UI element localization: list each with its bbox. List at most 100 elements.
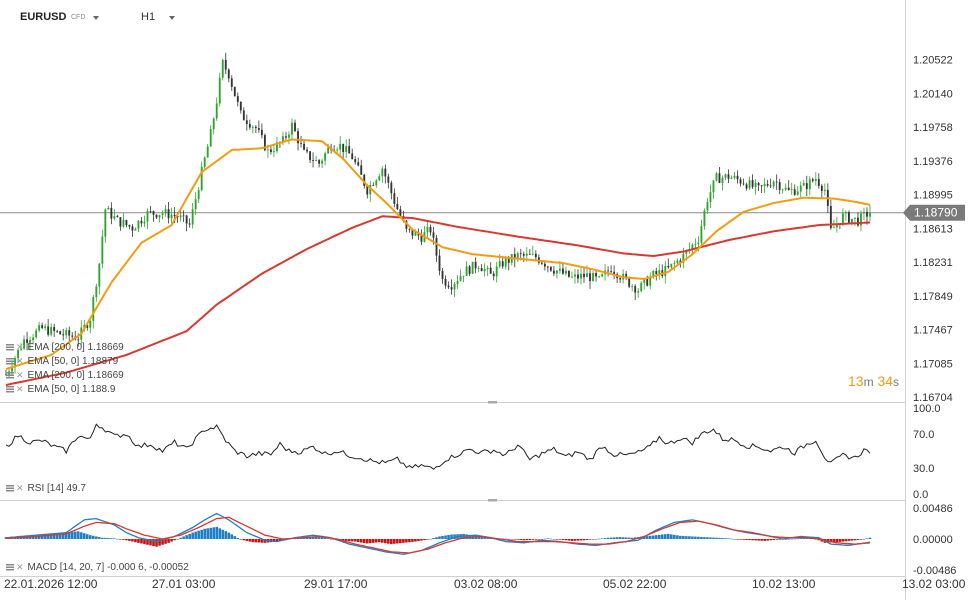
candle-body: [414, 232, 417, 236]
macd-histogram-bar: [513, 539, 517, 540]
candle-body: [625, 273, 628, 278]
candle-body: [239, 101, 242, 111]
candle-body: [176, 216, 179, 218]
candle-body: [116, 216, 119, 218]
symbol-dropdown-icon[interactable]: [93, 16, 99, 20]
candle-body: [230, 78, 233, 87]
macd-histogram-bar: [374, 539, 378, 543]
macd-histogram-bar: [140, 539, 143, 544]
candle-body: [519, 253, 522, 255]
macd-histogram-bar: [450, 534, 453, 539]
candle-body: [814, 179, 817, 181]
candle-body: [552, 270, 555, 274]
candle-body: [257, 128, 260, 130]
candle-body: [522, 254, 525, 256]
macd-histogram-bar: [116, 538, 119, 540]
candle-body: [218, 77, 221, 104]
close-icon[interactable]: ✕: [16, 342, 24, 352]
panel-resize-handle[interactable]: [488, 499, 497, 502]
candle-body: [712, 180, 715, 193]
candle-body: [354, 159, 357, 163]
panel-resize-handle[interactable]: [488, 401, 497, 404]
macd-histogram-bar: [429, 538, 432, 540]
legend-label: EMA [200, 0] 1.18669: [27, 370, 124, 381]
macd-histogram-bar: [793, 538, 797, 540]
candle-body: [206, 146, 209, 158]
candle-body: [658, 270, 661, 275]
candle-body: [829, 205, 832, 229]
timeframe-label[interactable]: H1: [141, 11, 156, 23]
candle-body: [426, 226, 429, 233]
macd-histogram-bar: [486, 537, 489, 539]
close-icon[interactable]: ✕: [16, 483, 24, 493]
macd-histogram-bar: [212, 527, 216, 539]
candle-body: [266, 149, 269, 151]
settings-icon[interactable]: [6, 371, 14, 379]
candle-body: [468, 266, 471, 274]
settings-icon[interactable]: [6, 563, 14, 571]
legend-item[interactable]: ✕ EMA [50, 0] 1.188.9: [6, 383, 115, 395]
macd-histogram-bar: [862, 539, 866, 540]
macd-histogram-bar: [787, 539, 791, 540]
macd-legend-item[interactable]: ✕ MACD [14, 20, 7] -0.000 6, -0.00052: [6, 561, 189, 573]
candle-body: [643, 278, 646, 283]
macd-histogram-bar: [615, 537, 619, 539]
candle-body: [781, 189, 784, 191]
macd-histogram-bar: [558, 539, 562, 540]
candle-countdown: 13m 34s: [848, 373, 899, 389]
macd-histogram-bar: [790, 538, 794, 540]
macd-histogram-bar: [579, 539, 583, 541]
candle-body: [691, 244, 694, 249]
macd-histogram-bar: [763, 539, 766, 541]
macd-histogram-bar: [31, 535, 35, 539]
macd-histogram-bar: [772, 539, 775, 540]
legend-item[interactable]: ✕ EMA [200, 0] 1.18669: [6, 341, 124, 353]
legend-label: EMA [50, 0] 1.188.9: [27, 384, 116, 395]
macd-histogram-bar: [224, 531, 228, 539]
macd-histogram-bar: [670, 534, 673, 539]
symbol-label[interactable]: EURUSD: [20, 11, 67, 23]
close-icon[interactable]: ✕: [16, 562, 24, 572]
macd-histogram-bar: [546, 538, 550, 539]
candle-body: [242, 110, 245, 121]
candle-body: [534, 253, 537, 258]
settings-icon[interactable]: [6, 357, 14, 365]
macd-histogram-bar: [64, 532, 68, 539]
candle-body: [53, 327, 56, 331]
close-icon[interactable]: ✕: [16, 384, 24, 394]
legend-label: EMA [200, 0] 1.18669: [27, 342, 124, 353]
candle-body: [98, 263, 101, 287]
macd-histogram-bar: [748, 539, 751, 541]
candle-body: [200, 166, 203, 191]
macd-histogram-bar: [682, 535, 685, 539]
candle-body: [595, 272, 597, 277]
candle-body: [390, 182, 393, 194]
macd-histogram-bar: [329, 539, 333, 540]
legend-item[interactable]: ✕ EMA [200, 0] 1.18669: [6, 369, 124, 381]
macd-histogram-bar: [868, 537, 872, 539]
settings-icon[interactable]: [6, 484, 14, 492]
candle-body: [29, 340, 32, 343]
legend-item[interactable]: ✕ EMA [50, 0] 1.18879: [6, 355, 118, 367]
candle-body: [269, 149, 272, 153]
candle-body: [170, 214, 173, 219]
candle-body: [122, 220, 125, 227]
candle-body: [459, 276, 462, 281]
legend-label: EMA [50, 0] 1.18879: [27, 356, 119, 367]
price-tick-label: 1.17085: [913, 358, 953, 370]
rsi-legend-item[interactable]: ✕ RSI [14] 49.7: [6, 482, 86, 494]
timeframe-dropdown-icon[interactable]: [169, 16, 175, 20]
close-icon[interactable]: ✕: [16, 370, 24, 380]
candle-body: [260, 129, 263, 136]
macd-histogram-bar: [125, 539, 128, 541]
candle-body: [312, 160, 314, 162]
candle-body: [745, 184, 748, 189]
settings-icon[interactable]: [6, 343, 14, 351]
macd-histogram-bar: [564, 539, 568, 541]
macd-histogram-bar: [113, 538, 116, 539]
close-icon[interactable]: ✕: [16, 356, 24, 366]
macd-histogram-bar: [104, 537, 107, 539]
macd-histogram-bar: [417, 539, 420, 542]
settings-icon[interactable]: [6, 385, 14, 393]
